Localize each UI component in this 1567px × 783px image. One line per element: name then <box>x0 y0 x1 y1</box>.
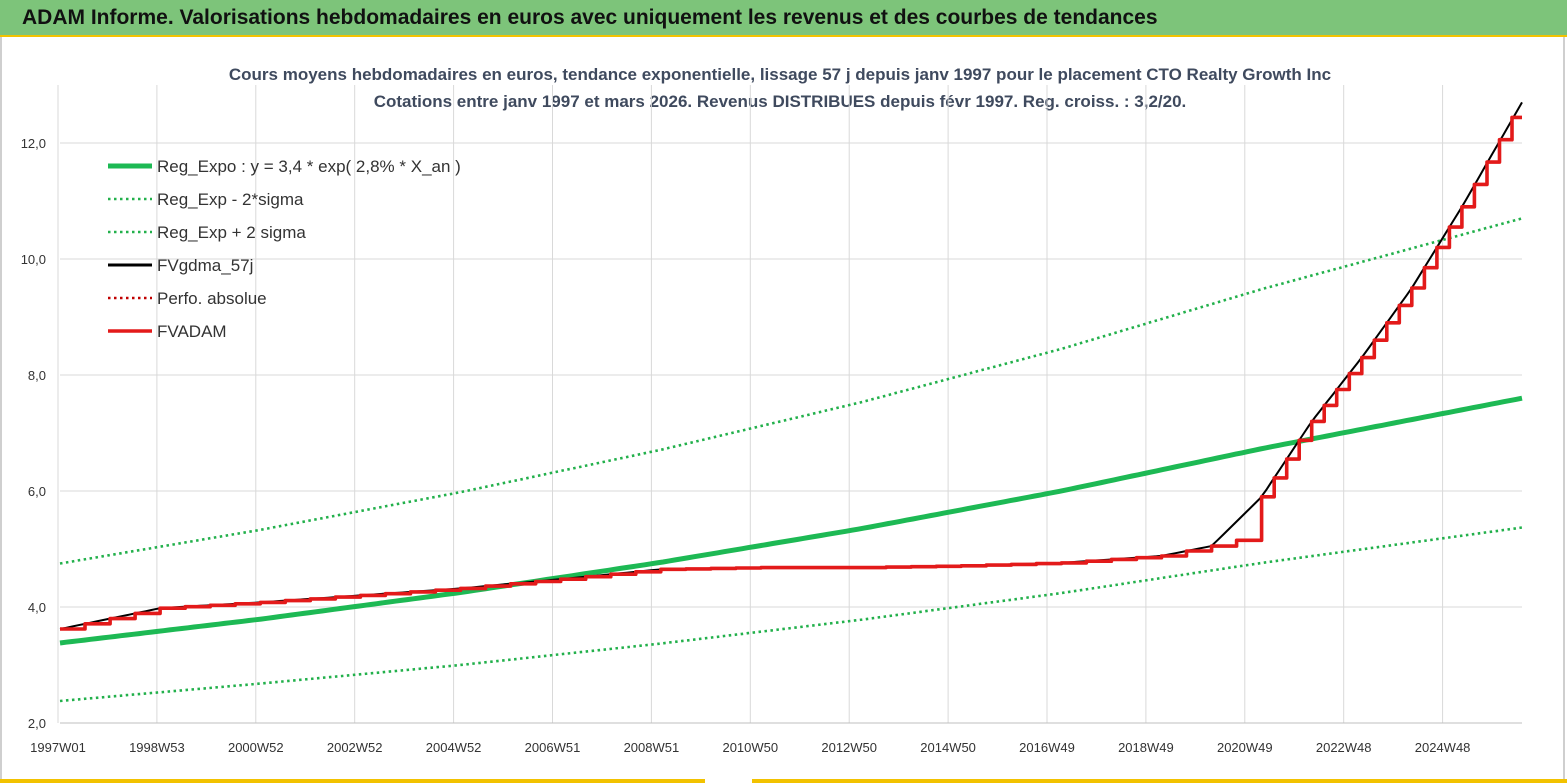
x-tick-label: 2008W51 <box>624 740 680 755</box>
series-lines <box>59 101 1523 703</box>
x-tick-label: 1997W01 <box>30 740 86 755</box>
x-tick-label: 2022W48 <box>1316 740 1372 755</box>
x-tick-label: 2020W49 <box>1217 740 1273 755</box>
x-tick-label: 2012W50 <box>821 740 877 755</box>
x-tick-label: 2010W50 <box>722 740 778 755</box>
legend-label-1: Reg_Exp - 2*sigma <box>157 190 304 209</box>
x-tick-label: 2002W52 <box>327 740 383 755</box>
x-tick-label: 1998W53 <box>129 740 185 755</box>
legend-label-0: Reg_Expo : y = 3,4 * exp( 2,8% * X_an ) <box>157 157 461 176</box>
x-axis-ticks: 1997W01 1998W53 2000W52 2002W52 2004W52 2006W… <box>30 740 1470 755</box>
chart-title-line-1: Cours moyens hebdomadaires en euros, ten… <box>228 65 1332 84</box>
y-tick-label: 6,0 <box>28 484 46 499</box>
y-tick-label: 10,0 <box>21 252 46 267</box>
series-line-3 <box>59 101 1523 630</box>
y-tick-label: 4,0 <box>28 600 46 615</box>
grid-lines <box>57 85 1522 724</box>
bottom-border <box>0 779 1567 783</box>
y-axis-ticks: 2,0 4,0 6,0 8,0 10,0 12,0 <box>21 136 46 731</box>
legend-label-5: FVADAM <box>157 322 227 341</box>
x-tick-label: 2014W50 <box>920 740 976 755</box>
x-tick-label: 2006W51 <box>525 740 581 755</box>
series-line-2 <box>59 217 1523 565</box>
x-tick-label: 2000W52 <box>228 740 284 755</box>
chart-frame <box>0 37 1565 781</box>
x-tick-label: 2018W49 <box>1118 740 1174 755</box>
series-line-0 <box>59 395 1523 646</box>
legend-label-3: FVgdma_57j <box>157 256 253 275</box>
y-tick-label: 12,0 <box>21 136 46 151</box>
x-tick-label: 2016W49 <box>1019 740 1075 755</box>
y-tick-label: 8,0 <box>28 368 46 383</box>
page-title: ADAM Informe. Valorisations hebdomadaire… <box>22 6 1158 29</box>
header-banner: ADAM Informe. Valorisations hebdomadaire… <box>0 0 1567 37</box>
legend: Reg_Expo : y = 3,4 * exp( 2,8% * X_an ) R… <box>108 157 461 341</box>
x-tick-label: 2004W52 <box>426 740 482 755</box>
chart-title-line-2: Cotations entre janv 1997 et mars 2026. … <box>373 92 1187 111</box>
series-line-5 <box>60 115 1522 631</box>
y-tick-label: 2,0 <box>28 716 46 731</box>
legend-label-2: Reg_Exp + 2 sigma <box>157 223 306 242</box>
legend-label-4: Perfo. absolue <box>157 289 267 308</box>
x-tick-label: 2024W48 <box>1415 740 1471 755</box>
